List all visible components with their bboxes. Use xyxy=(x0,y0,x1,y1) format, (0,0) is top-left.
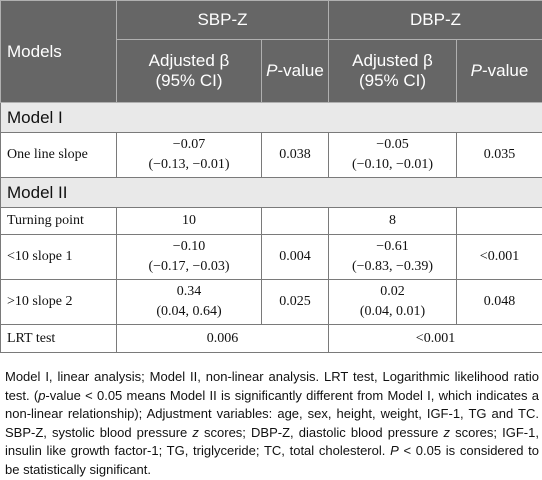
dbp-ci-value: (−0.10, −0.01) xyxy=(329,155,456,175)
sbp-ci-value: (−0.17, −0.03) xyxy=(117,257,261,277)
sbp-beta-cell: −0.07 (−0.13, −0.01) xyxy=(117,133,262,178)
sbp-ci-value: (−0.13, −0.01) xyxy=(117,155,261,175)
table-footnote: Model I, linear analysis; Model II, non-… xyxy=(5,368,539,480)
dbp-p-value: 0.048 xyxy=(457,280,542,325)
table-row: LRT test 0.006 <0.001 xyxy=(1,325,542,353)
row-label: Turning point xyxy=(1,208,117,235)
header-sbp-p-rest: -value xyxy=(278,61,324,80)
header-dbp-beta-label: Adjusted β xyxy=(329,51,456,71)
header-dbp-p-rest: -value xyxy=(482,61,528,80)
dbp-beta-cell: −0.05 (−0.10, −0.01) xyxy=(329,133,457,178)
header-dbp-p-italic: P xyxy=(471,61,482,80)
dbp-beta-value: 0.02 xyxy=(329,282,456,302)
header-sbp-p-italic: P xyxy=(266,61,277,80)
lrt-sbp-value: 0.006 xyxy=(117,325,329,353)
dbp-beta-value: −0.61 xyxy=(329,237,456,257)
sbp-turning-empty xyxy=(262,208,329,235)
sbp-beta-cell: 0.34 (0.04, 0.64) xyxy=(117,280,262,325)
header-sbp-beta-label: Adjusted β xyxy=(117,51,261,71)
sbp-ci-value: (0.04, 0.64) xyxy=(117,302,261,322)
header-sbp-ci-label: (95% CI) xyxy=(117,71,261,91)
section-row-model1: Model I xyxy=(1,103,542,133)
header-row-1: Models SBP-Z DBP-Z xyxy=(1,1,542,40)
row-label: One line slope xyxy=(1,133,117,178)
section-title-model1: Model I xyxy=(1,103,542,133)
dbp-beta-cell: −0.61 (−0.83, −0.39) xyxy=(329,235,457,280)
sbp-p-value: 0.025 xyxy=(262,280,329,325)
sbp-beta-value: −0.10 xyxy=(117,237,261,257)
sbp-p-value: 0.038 xyxy=(262,133,329,178)
lrt-dbp-value: <0.001 xyxy=(329,325,542,353)
dbp-ci-value: (0.04, 0.01) xyxy=(329,302,456,322)
table-row: <10 slope 1 −0.10 (−0.17, −0.03) 0.004 −… xyxy=(1,235,542,280)
footnote-text-3: scores; DBP-Z, diastolic blood pressure xyxy=(199,425,444,440)
results-table: Models SBP-Z DBP-Z Adjusted β (95% CI) P… xyxy=(0,0,542,353)
section-title-model2: Model II xyxy=(1,178,542,208)
sbp-p-value: 0.004 xyxy=(262,235,329,280)
header-dbp-beta: Adjusted β (95% CI) xyxy=(329,40,457,103)
section-row-model2: Model II xyxy=(1,178,542,208)
sbp-turning-value: 10 xyxy=(117,208,262,235)
sbp-beta-value: −0.07 xyxy=(117,135,261,155)
sbp-beta-value: 0.34 xyxy=(117,282,261,302)
footnote-P-italic: P xyxy=(390,443,399,458)
header-sbp-pvalue: P-value xyxy=(262,40,329,103)
dbp-p-value: <0.001 xyxy=(457,235,542,280)
header-models: Models xyxy=(1,1,117,103)
dbp-ci-value: (−0.83, −0.39) xyxy=(329,257,456,277)
header-sbp-beta: Adjusted β (95% CI) xyxy=(117,40,262,103)
header-dbp-pvalue: P-value xyxy=(457,40,542,103)
table-row: >10 slope 2 0.34 (0.04, 0.64) 0.025 0.02… xyxy=(1,280,542,325)
row-label: LRT test xyxy=(1,325,117,353)
row-label: <10 slope 1 xyxy=(1,235,117,280)
row-label: >10 slope 2 xyxy=(1,280,117,325)
table-row: Turning point 10 8 xyxy=(1,208,542,235)
header-dbp-ci-label: (95% CI) xyxy=(329,71,456,91)
dbp-p-value: 0.035 xyxy=(457,133,542,178)
dbp-beta-cell: 0.02 (0.04, 0.01) xyxy=(329,280,457,325)
table-row: One line slope −0.07 (−0.13, −0.01) 0.03… xyxy=(1,133,542,178)
dbp-turning-empty xyxy=(457,208,542,235)
dbp-beta-value: −0.05 xyxy=(329,135,456,155)
dbp-turning-value: 8 xyxy=(329,208,457,235)
header-sbp-group: SBP-Z xyxy=(117,1,329,40)
header-dbp-group: DBP-Z xyxy=(329,1,542,40)
sbp-beta-cell: −0.10 (−0.17, −0.03) xyxy=(117,235,262,280)
